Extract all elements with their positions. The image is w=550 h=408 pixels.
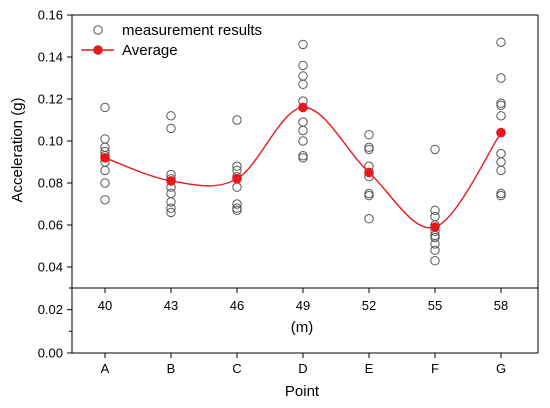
legend-measurement-marker xyxy=(93,25,103,35)
measurement-point xyxy=(298,136,308,146)
x-distance-label: 58 xyxy=(494,298,508,313)
y-tick-label: 0.08 xyxy=(38,176,63,191)
measurement-point xyxy=(430,232,440,243)
data-layer xyxy=(100,37,506,266)
legend-average-marker xyxy=(93,45,103,55)
measurement-point xyxy=(298,71,308,81)
measurement-point xyxy=(430,205,440,216)
measurement-point xyxy=(430,256,440,266)
x-distance-label: 40 xyxy=(98,298,112,313)
measurement-point xyxy=(364,144,374,155)
measurement-point xyxy=(298,153,308,163)
measurement-point xyxy=(100,102,110,113)
x-category-label: G xyxy=(496,361,506,376)
measurement-point xyxy=(430,144,440,155)
measurement-point xyxy=(496,100,506,111)
y-tick-label: 0.06 xyxy=(38,218,63,233)
measurement-point xyxy=(364,190,374,201)
x-category-label: C xyxy=(232,361,241,376)
measurement-point xyxy=(430,239,440,249)
measurement-point xyxy=(298,79,308,90)
measurement-point xyxy=(232,115,242,125)
measurement-point xyxy=(166,188,176,199)
measurement-point xyxy=(430,211,440,222)
average-point xyxy=(232,174,242,184)
x-category-label: F xyxy=(431,361,439,376)
y-tick-label: 0.14 xyxy=(38,50,63,65)
legend: measurement results Average xyxy=(81,22,262,59)
measurement-point xyxy=(298,151,308,161)
x-category-label: D xyxy=(298,361,307,376)
measurement-point xyxy=(496,157,506,167)
average-point xyxy=(298,102,308,113)
lower-y-tick-label: 0.02 xyxy=(38,302,63,317)
lower-y-tick-label: 0.00 xyxy=(38,346,63,361)
measurement-point xyxy=(298,125,308,136)
measurement-point xyxy=(166,123,176,134)
measurement-point xyxy=(166,197,176,207)
average-point xyxy=(364,167,374,178)
average-point xyxy=(166,176,176,186)
y-axis-title: Acceleration (g) xyxy=(9,97,26,202)
measurement-point xyxy=(496,98,506,108)
x-category-label: B xyxy=(167,361,176,376)
legend-average-label: Average xyxy=(122,42,178,59)
measurement-point xyxy=(100,195,110,205)
measurement-point xyxy=(364,130,374,140)
x-axis-title: Point xyxy=(285,383,320,400)
average-point xyxy=(100,153,110,163)
measurement-point xyxy=(100,165,110,176)
x-category-label: A xyxy=(101,361,110,376)
measurement-point xyxy=(166,111,176,121)
measurement-point xyxy=(232,182,242,192)
measurement-point xyxy=(430,245,440,255)
measurement-point xyxy=(496,190,506,201)
secondary-x-axis-title: (m) xyxy=(291,319,314,336)
measurement-point xyxy=(298,117,308,127)
ticks-layer: 0.04 0.06 0.08 0.10 0.12 0.14 0.16 0.00 0.02 40 A 4… xyxy=(38,8,509,377)
average-point xyxy=(496,127,506,138)
plot-frame xyxy=(71,14,539,354)
measurement-point xyxy=(496,111,506,121)
measurement-point xyxy=(496,73,506,83)
measurement-point xyxy=(496,37,506,47)
measurement-point xyxy=(364,214,374,224)
y-tick-label: 0.10 xyxy=(38,134,63,149)
measurement-point xyxy=(298,39,308,50)
measurement-point xyxy=(496,165,506,176)
measurement-point xyxy=(298,60,308,71)
measurement-point xyxy=(364,188,374,199)
measurement-point xyxy=(166,203,176,213)
legend-measurement-label: measurement results xyxy=(122,22,262,39)
measurement-point xyxy=(100,178,110,188)
y-tick-label: 0.12 xyxy=(38,92,63,107)
x-distance-label: 49 xyxy=(296,298,310,313)
average-point xyxy=(430,222,440,232)
x-distance-label: 52 xyxy=(362,298,376,313)
average-curve xyxy=(104,106,502,229)
measurement-point xyxy=(100,134,110,144)
x-distance-label: 46 xyxy=(230,298,244,313)
y-tick-label: 0.04 xyxy=(38,260,63,275)
measurement-point xyxy=(232,161,242,171)
x-category-label: E xyxy=(365,361,374,376)
measurement-point xyxy=(232,199,242,209)
measurement-point xyxy=(496,188,506,199)
measurement-point xyxy=(364,142,374,153)
measurement-point xyxy=(166,207,176,218)
measurement-point xyxy=(232,205,242,216)
x-distance-label: 43 xyxy=(164,298,178,313)
x-distance-label: 55 xyxy=(428,298,442,313)
measurement-point xyxy=(496,148,506,159)
y-tick-label: 0.16 xyxy=(38,8,63,23)
